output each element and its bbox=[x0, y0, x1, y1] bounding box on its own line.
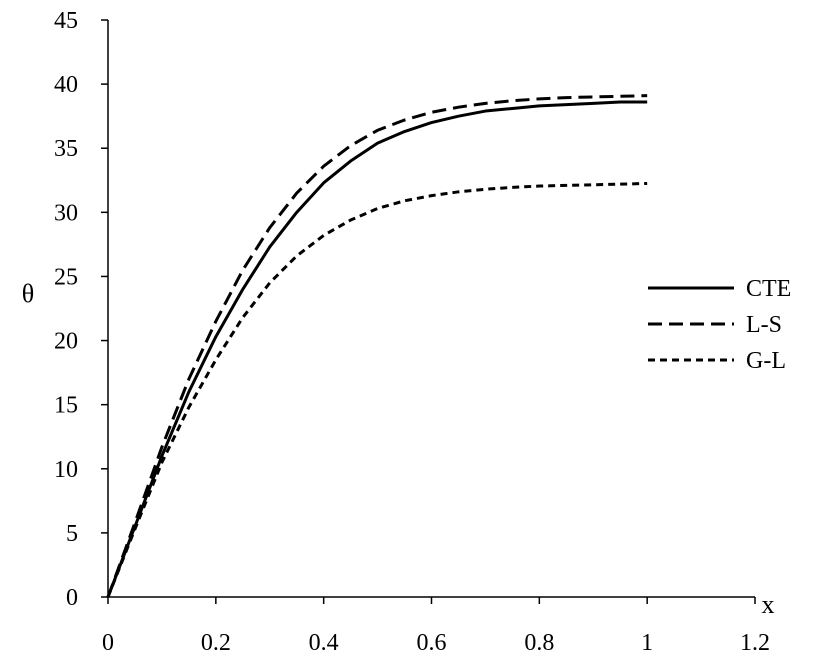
y-tick-label: 5 bbox=[66, 521, 78, 547]
legend-label-cte: CTE bbox=[746, 276, 791, 302]
y-tick-label: 35 bbox=[54, 136, 78, 162]
series-group bbox=[106, 94, 648, 598]
y-tick-label: 30 bbox=[54, 200, 78, 226]
y-tick-label: 20 bbox=[54, 329, 78, 355]
y-tick-label: 10 bbox=[54, 457, 78, 483]
x-tick-label: 0.2 bbox=[201, 630, 231, 656]
legend-label-l-s: L-S bbox=[746, 312, 782, 338]
series-line-cte bbox=[106, 100, 648, 598]
series-line-l-s bbox=[106, 94, 648, 598]
y-ticks: 0 5 10 15 20 25 30 35 40 45 bbox=[54, 8, 108, 611]
x-tick-label: 0.8 bbox=[524, 630, 554, 656]
x-tick-label: 0.6 bbox=[417, 630, 447, 656]
axes bbox=[107, 20, 755, 598]
y-tick-label: 15 bbox=[54, 393, 78, 419]
y-tick-label: 25 bbox=[54, 264, 78, 290]
x-tick-label: 1.2 bbox=[740, 630, 770, 656]
x-tick-label: 1 bbox=[641, 630, 653, 656]
legend-label-g-l: G-L bbox=[746, 348, 786, 374]
x-ticks: 0 0.2 0.4 0.6 0.8 1 1.2 bbox=[102, 597, 770, 656]
y-tick-label: 40 bbox=[54, 72, 78, 98]
x-tick-label: 0 bbox=[102, 630, 114, 656]
y-axis-label: θ bbox=[22, 279, 34, 308]
y-tick-label: 45 bbox=[54, 8, 78, 34]
x-axis-label: x bbox=[762, 590, 775, 619]
x-tick-label: 0.4 bbox=[309, 630, 339, 656]
legend: CTE L-S G-L bbox=[648, 276, 791, 374]
y-tick-label: 0 bbox=[66, 585, 78, 611]
